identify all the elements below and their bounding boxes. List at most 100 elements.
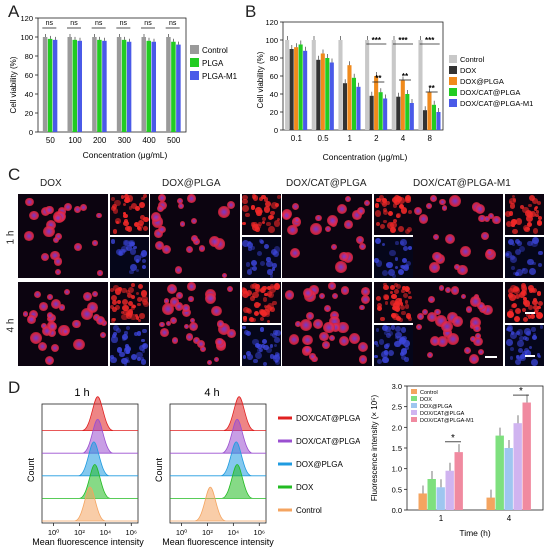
cell-spot [527,305,533,310]
cell-spot [274,220,281,227]
cell-spot [533,309,538,314]
cell-spot [305,311,314,320]
cell-spot [508,309,513,314]
cell-spot [179,221,186,227]
cell-spot [519,246,526,253]
chart-b-xtick-label: 8 [427,134,432,143]
cell-spot [387,222,394,229]
microscopy-red-channel [242,194,281,235]
chart-b-bar [289,49,294,130]
cell-spot [123,220,129,227]
cell-spot [111,299,118,306]
cell-spot [266,260,273,268]
cell-spot [273,246,281,253]
cell-spot [140,357,145,361]
microscopy-red-channel [374,194,413,235]
cell-spot [259,348,263,352]
chart-e-legend-label: DOX [420,397,432,403]
cell-spot [255,352,263,360]
chart-e-ytick-label: 0.0 [392,506,402,515]
cell-spot [267,302,275,310]
flow-title-4h: 4 h [204,387,219,399]
flow-xtick-label: 10⁰ [176,528,187,537]
cell-spot [140,250,148,257]
chart-e-ytick-label: 2.0 [392,423,402,432]
cell-spot [345,195,352,203]
cell-spot [400,264,404,269]
cell-spot [520,354,525,359]
cell-spot [474,204,486,215]
cell-spot [277,217,281,221]
cell-spot [375,260,383,267]
cell-spot [531,359,538,366]
chart-e-bar [522,402,531,510]
cell-spot [142,298,149,305]
cell-spot [405,345,409,350]
cell-spot [519,204,524,209]
cell-spot [251,260,258,267]
microscopy-merged-image [150,194,240,278]
chart-e-legend-swatch [411,417,417,422]
chart-a-annotation: ns [95,20,103,27]
chart-b-bar [418,40,423,130]
chart-b-bar [422,110,428,130]
cell-spot [95,315,105,325]
chart-b-bar [351,77,357,130]
microscopy-blue-channel [110,325,149,366]
chart-e-legend-swatch [411,410,417,415]
cell-spot [540,325,544,329]
flow-xlabel-2: Mean fluorescence intensity [162,537,274,547]
cell-spot [416,312,425,320]
cell-spot [394,288,399,294]
cell-spot [533,297,538,302]
cell-spot [361,287,370,296]
cell-spot [531,335,537,341]
cell-spot [273,343,277,347]
microscopy-column-label: DOX/CAT@PLGA-M1 [413,178,511,189]
cell-spot [270,249,277,256]
chart-e-ytick-label: 1.5 [392,444,402,453]
cell-spot [174,302,184,311]
cell-spot [393,198,401,206]
cell-spot [260,288,265,293]
panel-letter-d: D [8,378,21,397]
microscopy-merged-image [18,282,108,366]
cell-spot [63,202,73,212]
cell-spot [477,348,484,355]
cell-spot [124,362,128,366]
cell-spot [505,210,511,217]
cell-spot [131,305,136,310]
chart-a-bar [97,39,102,132]
cell-spot [242,354,247,359]
cell-spot [259,327,265,332]
chart-b-bar [391,40,396,130]
cell-spot [197,340,205,349]
cell-spot [246,308,252,315]
cell-spot [407,316,413,322]
chart-b-legend-swatch [449,66,457,74]
cell-spot [221,272,227,278]
cell-spot [267,214,273,220]
cell-spot [112,318,116,322]
cell-spot [472,336,483,347]
cell-spot [47,293,53,300]
cell-spot [92,240,98,246]
cell-spot [250,283,256,289]
cell-spot [521,287,528,293]
chart-e-legend-swatch [411,403,417,408]
flow-ylabel-2: Count [154,458,164,483]
cell-spot [401,257,407,263]
cell-spot [508,293,514,298]
cell-spot [376,359,382,365]
chart-b-bar [436,112,441,130]
cell-spot [123,239,130,247]
cell-spot [386,201,391,206]
cell-spot [177,198,184,205]
cell-spot [269,284,275,289]
cell-spot [127,301,133,307]
flow-legend-label: DOX/CAT@PLGA [296,437,360,446]
chart-b-bar [320,53,325,130]
cell-spot [328,282,336,290]
cell-spot [433,233,440,240]
cell-spot [275,330,281,336]
